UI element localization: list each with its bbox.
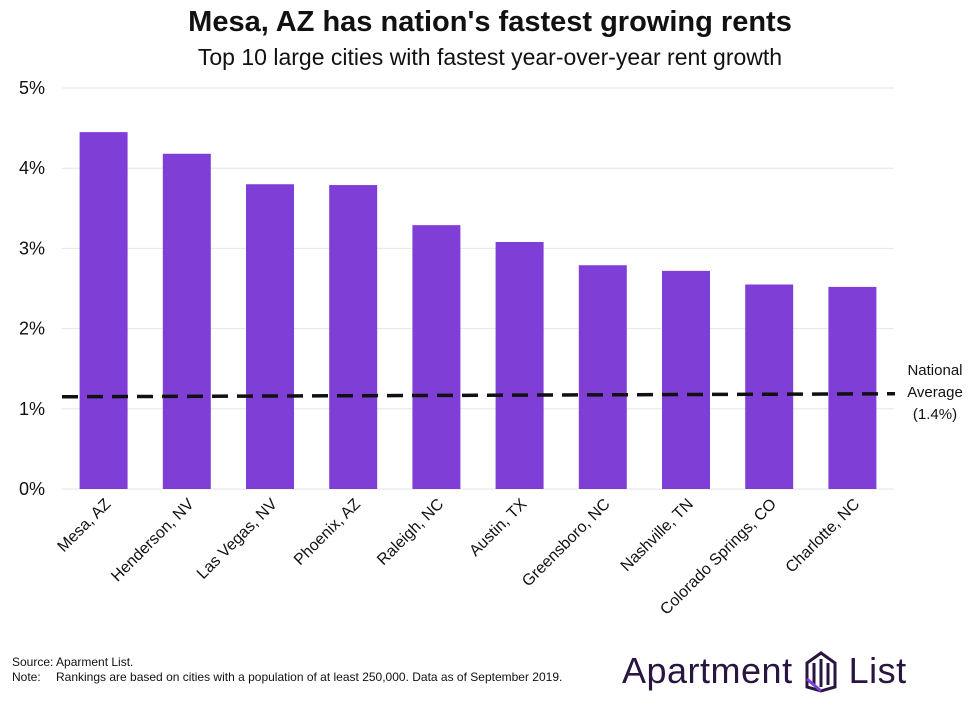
x-category-label: Mesa, AZ [55, 496, 115, 556]
bar [745, 284, 794, 489]
x-category-label: Nashville, TN [618, 496, 697, 575]
bar [828, 286, 877, 489]
brand-word-list: List [848, 650, 907, 691]
x-category-label: Phoenix, AZ [291, 496, 364, 569]
x-category-label: Greensboro, NC [519, 496, 613, 590]
chart-title: Mesa, AZ has nation's fastest growing re… [188, 6, 792, 38]
bar [578, 265, 627, 489]
bar [329, 185, 378, 490]
x-category-label: Charlotte, NC [783, 496, 864, 577]
footer-note-text: Rankings are based on cities with a popu… [56, 670, 563, 684]
footer-source: Source: Aparment List. [12, 655, 134, 669]
brand-word-apartment: Apartment [622, 650, 793, 691]
national-average-reference: National Average (1.4%) [61, 362, 963, 423]
bar [162, 153, 211, 489]
y-axis-ticks: 0% 1% 2% 3% 4% 5% [19, 78, 45, 499]
chart-subtitle: Top 10 large cities with fastest year-ov… [197, 44, 783, 70]
bars [79, 132, 877, 490]
bar [662, 270, 710, 489]
reference-label-line: Average [907, 384, 963, 401]
x-category-label: Austin, TX [466, 496, 530, 560]
bar [79, 132, 128, 490]
bar [412, 225, 461, 489]
y-tick-label: 1% [19, 399, 45, 419]
footer-note: Note: Rankings are based on cities with a… [12, 670, 562, 684]
y-tick-label: 2% [19, 319, 45, 339]
y-tick-label: 0% [19, 479, 45, 499]
building-outline-icon [801, 649, 841, 693]
y-tick-label: 4% [19, 158, 45, 178]
footer-note-key: Note: [12, 670, 41, 684]
x-category-label: Raleigh, NC [374, 496, 447, 569]
reference-label-line: (1.4%) [913, 406, 957, 423]
reference-label-line: National [907, 362, 962, 379]
bar [246, 184, 294, 490]
bar [495, 241, 544, 489]
y-tick-label: 3% [19, 238, 45, 258]
apartment-list-logo: Apartment List [622, 648, 907, 694]
y-tick-label: 5% [19, 78, 45, 98]
national-average-line [61, 392, 896, 399]
x-category-label: Henderson, NV [108, 496, 198, 586]
x-category-label: Las Vegas, NV [194, 496, 281, 583]
